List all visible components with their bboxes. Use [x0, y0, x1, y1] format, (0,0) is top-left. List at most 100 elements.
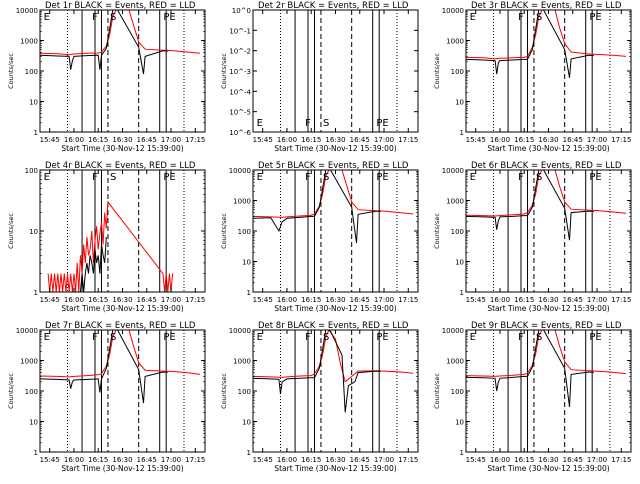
x-tick-label: 16:30 — [538, 456, 558, 464]
x-axis-label: Start Time (30-Nov-12 15:39:00) — [61, 144, 183, 153]
x-axis-label: Start Time (30-Nov-12 15:39:00) — [274, 304, 396, 313]
x-tick-label: 16:45 — [137, 456, 157, 464]
y-tick-label: 10^-1 — [229, 27, 251, 35]
x-tick-label: 16:30 — [325, 456, 345, 464]
x-tick-label: 17:00 — [161, 456, 181, 464]
x-tick-label: 16:00 — [64, 456, 84, 464]
marker-label: S — [323, 332, 329, 343]
series-line-events — [466, 10, 594, 78]
y-tick-label: 1 — [460, 129, 464, 137]
marker-label: PE — [589, 12, 601, 23]
y-tick-label: 10^-6 — [229, 129, 251, 137]
series-line-events — [253, 330, 381, 413]
marker-label: F — [305, 332, 311, 343]
x-tick-label: 17:15 — [611, 296, 631, 304]
y-tick-label: 10000 — [442, 327, 464, 335]
marker-label: E — [470, 12, 476, 23]
marker-label: S — [536, 172, 542, 183]
x-axis-label: Start Time (30-Nov-12 15:39:00) — [61, 304, 183, 313]
x-tick-label: 17:15 — [611, 456, 631, 464]
y-tick-label: 1000 — [20, 38, 38, 46]
y-tick-label: 1 — [460, 449, 464, 457]
marker-label: F — [92, 172, 98, 183]
x-tick-label: 16:45 — [137, 296, 157, 304]
y-axis-label: Counts/sec — [7, 213, 15, 249]
y-axis-label: Counts/sec — [220, 373, 228, 409]
plot-area — [466, 170, 627, 292]
x-tick-label: 16:30 — [538, 296, 558, 304]
marker-label: PE — [376, 172, 388, 183]
y-axis-label: Counts/sec — [7, 373, 15, 409]
y-tick-label: 1000 — [233, 358, 251, 366]
series-line-lld — [466, 330, 627, 377]
chart-title: Det 1r BLACK = Events, RED = LLD — [45, 1, 196, 11]
x-tick-label: 16:00 — [277, 136, 297, 144]
x-tick-label: 16:45 — [563, 136, 583, 144]
y-tick-label: 1 — [34, 289, 38, 297]
chart-title: Det 4r BLACK = Events, RED = LLD — [45, 161, 196, 171]
y-tick-label: 1000 — [20, 358, 38, 366]
series-line-lld — [466, 170, 627, 217]
chart-title: Det 5r BLACK = Events, RED = LLD — [258, 161, 409, 171]
x-tick-label: 16:00 — [64, 296, 84, 304]
y-tick-label: 1000 — [233, 198, 251, 206]
y-tick-label: 1000 — [446, 358, 464, 366]
marker-label: S — [323, 172, 329, 183]
x-tick-label: 16:00 — [490, 456, 510, 464]
marker-label: E — [257, 332, 263, 343]
y-tick-label: 10^-4 — [229, 88, 251, 96]
series-line-events — [466, 170, 594, 241]
y-tick-label: 100 — [25, 388, 38, 396]
x-tick-label: 15:45 — [253, 456, 273, 464]
y-tick-label: 100 — [451, 68, 464, 76]
x-tick-label: 16:30 — [325, 136, 345, 144]
series-line-lld — [40, 10, 201, 56]
marker-label: PE — [163, 12, 175, 23]
x-tick-label: 17:00 — [587, 296, 607, 304]
marker-label: PE — [589, 172, 601, 183]
x-tick-label: 16:15 — [301, 136, 321, 144]
x-tick-label: 15:45 — [40, 296, 60, 304]
marker-label: S — [110, 332, 116, 343]
x-tick-label: 16:00 — [64, 136, 84, 144]
series-line-events — [79, 236, 107, 292]
x-tick-label: 17:00 — [161, 136, 181, 144]
x-tick-label: 16:45 — [563, 456, 583, 464]
marker-label: S — [110, 12, 116, 23]
chart-title: Det 3r BLACK = Events, RED = LLD — [471, 1, 622, 11]
series-line-events — [40, 10, 168, 75]
x-tick-label: 15:45 — [466, 456, 486, 464]
marker-label: E — [44, 12, 50, 23]
plot-area — [40, 330, 201, 452]
y-tick-label: 10000 — [229, 327, 251, 335]
x-tick-label: 17:15 — [185, 296, 205, 304]
x-tick-label: 17:15 — [398, 456, 418, 464]
plot-frame — [465, 169, 632, 293]
x-tick-label: 16:15 — [514, 296, 534, 304]
x-tick-label: 16:15 — [301, 456, 321, 464]
y-tick-label: 10^-5 — [229, 109, 251, 117]
chart-title: Det 8r BLACK = Events, RED = LLD — [258, 321, 409, 331]
x-tick-label: 16:00 — [490, 136, 510, 144]
x-tick-label: 17:00 — [374, 296, 394, 304]
x-tick-label: 16:15 — [88, 136, 108, 144]
y-tick-label: 10000 — [229, 167, 251, 175]
y-tick-label: 10^0 — [232, 7, 251, 15]
x-tick-label: 17:00 — [587, 136, 607, 144]
y-tick-label: 10 — [29, 228, 38, 236]
plot-area — [280, 10, 398, 132]
y-tick-label: 1 — [247, 449, 251, 457]
x-tick-label: 16:15 — [88, 296, 108, 304]
plot-frame — [252, 9, 419, 133]
plot-area — [47, 170, 185, 292]
marker-label: PE — [163, 172, 175, 183]
series-line-lld — [47, 200, 174, 292]
x-tick-label: 17:15 — [398, 136, 418, 144]
x-tick-label: 15:45 — [253, 136, 273, 144]
